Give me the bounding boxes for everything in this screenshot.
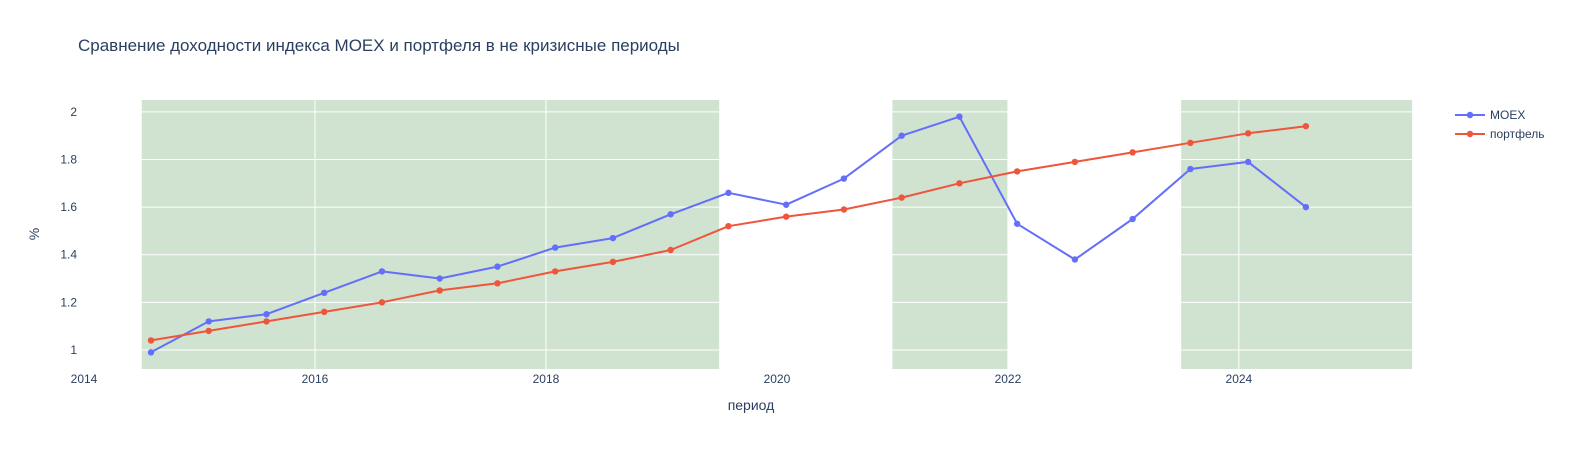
series-1-point-2 xyxy=(263,318,270,325)
series-1-point-12 xyxy=(840,206,848,213)
y-tick-label-1: 1.2 xyxy=(60,295,77,309)
series-0-point-0 xyxy=(147,349,155,356)
y-tick-label-2: 1.4 xyxy=(60,248,77,262)
x-tick-label-3: 2020 xyxy=(764,372,791,386)
series-0-point-1 xyxy=(205,318,212,325)
series-1-point-15 xyxy=(1013,168,1021,175)
series-0-point-14 xyxy=(956,113,963,120)
series-0-point-17 xyxy=(1129,215,1136,223)
legend-item-0[interactable]: MOEX xyxy=(1455,108,1525,122)
series-1-point-18 xyxy=(1187,139,1194,147)
series-0-point-13 xyxy=(898,132,905,139)
series-0-point-9 xyxy=(667,211,674,218)
x-axis-label: период xyxy=(728,397,775,413)
series-1-point-11 xyxy=(782,213,790,220)
series-1-point-10 xyxy=(725,222,732,230)
series-0-point-19 xyxy=(1244,158,1252,166)
series-0-point-18 xyxy=(1187,165,1194,173)
series-1-point-13 xyxy=(898,194,905,201)
series-1-point-16 xyxy=(1071,158,1079,166)
series-0-point-3 xyxy=(321,289,328,297)
legend-item-1[interactable]: портфель xyxy=(1455,127,1544,141)
series-0-point-16 xyxy=(1071,256,1079,263)
series-1-point-17 xyxy=(1129,149,1136,156)
y-axis-label: % xyxy=(26,228,42,240)
series-1-point-8 xyxy=(609,258,617,266)
legend[interactable]: MOEX портфель xyxy=(1455,108,1544,141)
series-1-point-7 xyxy=(551,268,559,275)
series-0-point-15 xyxy=(1013,220,1021,227)
y-tick-label-0: 1 xyxy=(70,343,77,357)
x-tick-label-4: 2022 xyxy=(995,372,1022,386)
legend-label-1: портфель xyxy=(1490,127,1544,141)
y-tick-label-3: 1.6 xyxy=(60,200,77,214)
series-1-point-6 xyxy=(494,280,501,287)
plot-area: 2014 2016 2018 2020 2022 2024 1 1.2 1.4 1.6 1.8 2 xyxy=(60,100,1441,386)
series-1-point-1 xyxy=(205,327,212,335)
legend-swatch-marker-0 xyxy=(1466,111,1474,119)
series-0-point-11 xyxy=(782,201,790,208)
series-0-point-10 xyxy=(725,189,732,197)
shaded-period-1 xyxy=(892,100,1008,369)
series-0-point-5 xyxy=(436,275,443,282)
x-tick-label-2: 2018 xyxy=(533,372,560,386)
y-tick-label-5: 2 xyxy=(70,105,77,119)
series-0-point-8 xyxy=(609,234,617,242)
series-1-point-4 xyxy=(378,299,386,306)
x-tick-label-0: 2014 xyxy=(71,372,98,386)
series-1-point-5 xyxy=(436,287,443,294)
series-1-point-19 xyxy=(1244,130,1252,137)
series-0-point-20 xyxy=(1302,203,1310,211)
series-1-point-14 xyxy=(956,180,963,187)
chart-title: Сравнение доходности индекса MOEX и порт… xyxy=(78,36,680,55)
legend-swatch-marker-1 xyxy=(1466,130,1474,138)
shaded-period-2 xyxy=(1181,100,1413,369)
series-0-point-6 xyxy=(494,263,501,270)
series-0-point-4 xyxy=(378,268,386,275)
x-tick-label-5: 2024 xyxy=(1226,372,1253,386)
legend-label-0: MOEX xyxy=(1490,108,1525,122)
series-0-point-12 xyxy=(840,175,848,182)
x-tick-label-1: 2016 xyxy=(302,372,329,386)
series-0-point-2 xyxy=(263,311,270,318)
series-0-point-7 xyxy=(551,244,559,251)
series-1-point-9 xyxy=(667,246,674,254)
y-tick-label-4: 1.8 xyxy=(60,153,77,167)
series-1-point-20 xyxy=(1302,122,1310,130)
series-1-point-0 xyxy=(147,337,155,344)
series-1-point-3 xyxy=(321,308,328,316)
